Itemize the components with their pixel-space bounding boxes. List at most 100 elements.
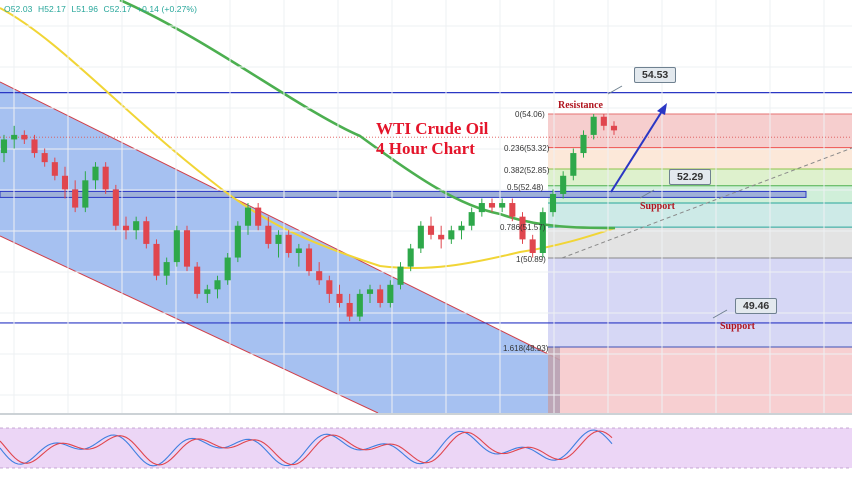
candle-body-29	[295, 248, 302, 254]
stochastic-k-line	[0, 429, 613, 467]
ohlc-readout: O52.03 H52.17 L51.96 C52.17 +0.14 (+0.27…	[4, 4, 200, 14]
fib-zone-0618-0786	[548, 203, 852, 228]
candle-body-8	[82, 180, 89, 208]
candle-body-60	[610, 125, 618, 131]
callout-pointer-2	[712, 309, 728, 319]
candle-body-57	[580, 134, 587, 154]
candle-body-15	[153, 243, 160, 276]
candle-body-44	[448, 230, 455, 240]
candle-body-18	[183, 230, 191, 267]
fib-label-05: 0.5(52.48)	[507, 183, 544, 192]
callout-49-46: 49.46	[735, 298, 778, 314]
stochastic-d-line	[0, 430, 613, 466]
fib-label-1: 1(50.89)	[516, 255, 546, 264]
candle-body-59	[600, 116, 607, 126]
candle-body-30	[305, 248, 313, 272]
fib-zone-below-1618	[548, 347, 852, 413]
chart-title: WTI Crude Oil 4 Hour Chart	[376, 119, 488, 159]
dashed-trend-line	[561, 147, 852, 259]
candle-body-16	[163, 262, 170, 276]
candle-body-53	[539, 212, 546, 254]
fib-label-0382: 0.382(52.85)	[504, 166, 550, 175]
candle-body-34	[346, 302, 353, 317]
candle-body-10	[102, 166, 109, 190]
candle-body-19	[194, 266, 201, 294]
support-band-52-29	[0, 190, 807, 198]
candle-body-17	[173, 230, 180, 263]
candle-body-55	[560, 175, 567, 194]
candle-body-36	[366, 289, 374, 294]
ohlc-close: C52.17	[103, 4, 132, 14]
candle-body-27	[275, 234, 282, 244]
fib-label-0: 0(54.06)	[515, 110, 545, 119]
candle-body-49	[499, 203, 506, 208]
candle-body-22	[224, 257, 231, 281]
ohlc-open: O52.03	[4, 4, 33, 14]
oscillator-band	[0, 428, 852, 468]
candle-body-20	[204, 289, 211, 294]
callout-52-29: 52.29	[669, 169, 712, 185]
candle-body-9	[92, 166, 99, 181]
ohlc-change: +0.14 (+0.27%)	[137, 4, 197, 14]
candle-body-2	[21, 134, 28, 140]
resistance-label: Resistance	[558, 100, 603, 111]
support-label-lower: Support	[720, 321, 756, 332]
candle-body-6	[61, 175, 69, 190]
candle-body-39	[397, 266, 404, 285]
fib-label-1618: 1.618(48.93)	[503, 344, 549, 353]
candle-body-45	[458, 225, 465, 231]
candle-body-33	[336, 293, 343, 303]
candle-body-51	[519, 216, 526, 240]
candle-body-3	[31, 139, 38, 154]
candle-body-58	[590, 116, 597, 135]
candle-body-56	[570, 153, 577, 176]
ohlc-low: L51.96	[71, 4, 99, 14]
candle-body-4	[41, 153, 48, 163]
fib-zone-1-1618	[548, 258, 852, 348]
candle-body-12	[122, 225, 130, 231]
candle-body-48	[488, 203, 496, 208]
candle-body-26	[265, 225, 272, 244]
candle-body-32	[326, 280, 333, 294]
candle-body-25	[255, 207, 262, 226]
chart-title-line2: 4 Hour Chart	[376, 139, 475, 158]
bullish-arrow	[610, 107, 665, 193]
ohlc-high: H52.17	[37, 4, 66, 14]
callout-pointer-0	[607, 85, 623, 95]
bullish-arrowhead	[657, 103, 667, 115]
callout-54-53: 54.53	[634, 67, 677, 83]
candle-body-40	[407, 248, 414, 267]
fib-label-0786: 0.786(51.57)	[500, 223, 546, 232]
candle-body-7	[72, 189, 79, 208]
candle-body-11	[112, 189, 119, 226]
candle-body-24	[244, 207, 252, 226]
fib-zone-0236-0382	[548, 147, 852, 169]
candle-body-43	[438, 234, 445, 240]
candle-body-23	[234, 225, 241, 258]
candle-body-14	[143, 221, 150, 244]
candle-body-28	[285, 234, 292, 254]
fib-zone-0786-1	[548, 227, 852, 258]
candle-body-47	[478, 203, 485, 213]
candle-body-37	[377, 289, 384, 303]
channel-upper-line	[0, 81, 561, 361]
chart-title-line1: WTI Crude Oil	[376, 119, 489, 138]
candle-body-41	[417, 225, 424, 249]
channel-lower-line	[0, 235, 379, 413]
candle-body-35	[356, 293, 363, 317]
candle-body-46	[468, 212, 475, 226]
callout-pointer-1	[639, 189, 655, 199]
candle-body-42	[427, 225, 435, 235]
fib-label-0236: 0.236(53.32)	[504, 144, 550, 153]
candle-body-5	[51, 162, 58, 176]
fib-zone-0-0236	[548, 114, 852, 148]
candle-body-31	[316, 271, 323, 281]
candle-body-21	[214, 280, 221, 290]
candle-body-54	[549, 193, 557, 213]
candle-body-52	[529, 239, 536, 254]
candle-body-1	[11, 134, 18, 140]
descending-channel	[0, 82, 560, 413]
candle-body-0	[0, 139, 8, 154]
candle-body-13	[133, 221, 140, 231]
